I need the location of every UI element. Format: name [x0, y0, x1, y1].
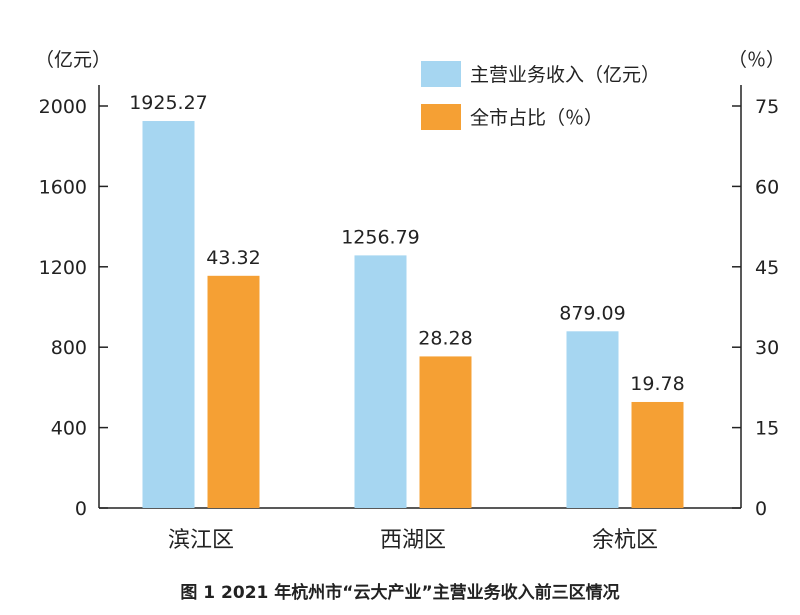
- revenue-bar: [354, 255, 407, 508]
- legend: 主营业务收入（亿元） 全市占比（％）: [421, 61, 660, 130]
- left-tick-label: 800: [51, 337, 87, 359]
- category-label: 西湖区: [380, 528, 446, 553]
- share-bar: [419, 356, 472, 508]
- revenue-value-label: 1925.27: [129, 92, 208, 114]
- right-tick-label: 30: [755, 337, 779, 359]
- right-tick-label: 0: [755, 498, 767, 520]
- revenue-bar: [142, 121, 195, 509]
- legend-label-revenue: 主营业务收入（亿元）: [470, 64, 660, 86]
- bars: 1925.27 43.32 1256.79 28.28 879.09 19.78: [129, 92, 685, 509]
- share-value-label: 28.28: [418, 327, 472, 349]
- share-bar: [207, 275, 260, 508]
- bar-chart: 0 400 800 1200 1600 2000 0 15 30 45 60 75 1925.27 4…: [35, 49, 785, 553]
- left-tick-label: 0: [75, 498, 87, 520]
- right-axis-ticks: 0 15 30 45 60 75: [732, 96, 779, 520]
- left-tick-label: 1600: [39, 176, 87, 198]
- revenue-bar: [566, 331, 619, 508]
- left-axis-unit: （亿元）: [35, 49, 111, 71]
- category-label: 滨江区: [168, 528, 234, 553]
- right-tick-label: 75: [755, 96, 779, 118]
- category-label: 余杭区: [592, 528, 658, 553]
- left-tick-label: 2000: [39, 96, 87, 118]
- revenue-value-label: 1256.79: [341, 226, 420, 248]
- right-tick-label: 60: [755, 176, 779, 198]
- share-bar: [631, 401, 684, 508]
- right-axis-unit: （％）: [728, 49, 785, 71]
- right-tick-label: 15: [755, 418, 779, 440]
- legend-swatch-share: [421, 104, 461, 130]
- share-value-label: 19.78: [630, 373, 684, 395]
- left-tick-label: 400: [51, 418, 87, 440]
- figure-caption: 图 1 2021 年杭州市“云大产业”主营业务收入前三区情况: [180, 583, 620, 603]
- legend-swatch-revenue: [421, 61, 461, 87]
- left-tick-label: 1200: [39, 257, 87, 279]
- legend-label-share: 全市占比（％）: [470, 107, 603, 129]
- category-labels: 滨江区 西湖区 余杭区: [168, 528, 658, 553]
- right-tick-label: 45: [755, 257, 779, 279]
- left-axis-ticks: 0 400 800 1200 1600 2000: [39, 96, 108, 520]
- share-value-label: 43.32: [206, 247, 260, 269]
- revenue-value-label: 879.09: [559, 302, 625, 324]
